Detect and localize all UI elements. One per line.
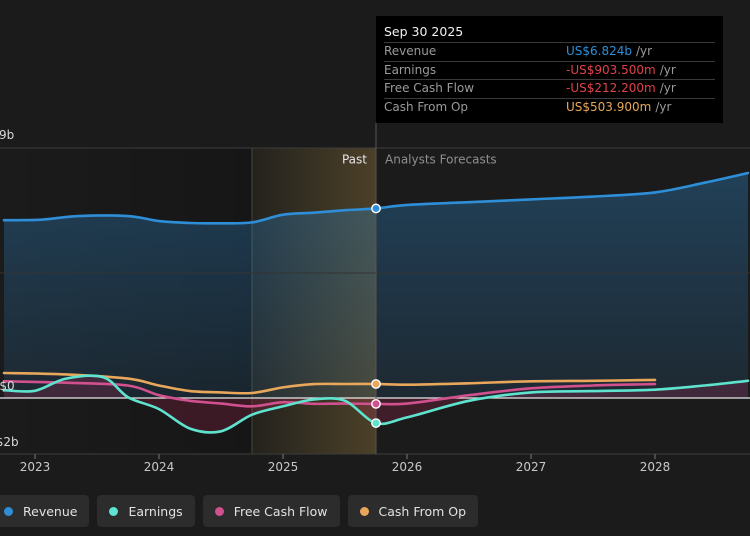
x-tick-label: 2026 [392,460,423,474]
tooltip-row-label: Earnings [384,62,437,77]
past-label: Past [342,153,367,167]
x-tick-label: 2027 [516,460,547,474]
legend: Revenue Earnings Free Cash Flow Cash Fro… [0,495,479,527]
legend-item-free-cash-flow[interactable]: Free Cash Flow [202,495,340,527]
forecast-label: Analysts Forecasts [385,153,497,167]
x-tick-label: 2028 [640,460,671,474]
x-tick-label: 2023 [20,460,51,474]
tooltip-date: Sep 30 2025 [384,24,464,39]
legend-dot-icon [4,506,13,516]
tooltip-row-earnings: Earnings -US$903.500m /yr [384,60,715,80]
tooltip-row-unit: /yr [636,44,653,58]
x-tick-label: 2024 [144,460,175,474]
tooltip-row-value: US$6.824b [566,44,633,58]
marker-free-cash-flow [371,398,381,409]
series-line-revenue [2,171,750,225]
tooltip-row-value: -US$212.200m [566,81,656,95]
tooltip-row-value: -US$903.500m [566,62,656,77]
tooltip-row-label: Cash From Op [384,99,469,114]
tooltip-row-value: US$503.900m [566,99,652,114]
marker-cash-from-op [371,379,381,389]
tooltip-row-label: Free Cash Flow [384,81,475,95]
tooltip-row-cash-from-op: Cash From Op US$503.900m /yr [384,97,715,117]
legend-item-revenue[interactable]: Revenue [0,495,90,527]
tooltip: Sep 30 2025 Revenue US$6.824b /yr Earnin… [376,16,723,123]
tooltip-row-unit: /yr [655,99,672,114]
tooltip-row-revenue: Revenue US$6.824b /yr [384,42,715,61]
marker-revenue [371,203,381,214]
legend-dot-icon [109,506,119,516]
series-line-earnings [2,374,750,434]
legend-item-earnings[interactable]: Earnings [97,495,195,527]
legend-item-cash-from-op[interactable]: Cash From Op [347,495,479,527]
legend-dot-icon [359,506,369,516]
legend-label: Revenue [23,503,78,519]
legend-dot-icon [214,506,224,516]
legend-label: Cash From Op [378,503,467,519]
tooltip-row-unit: /yr [659,81,676,95]
marker-earnings [371,418,381,428]
legend-label: Earnings [128,503,183,519]
series-line-cash-from-op [2,371,657,395]
y-tick-label: US$9b [0,128,14,142]
legend-label: Free Cash Flow [233,503,328,519]
y-tick-label: US$0 [0,379,15,393]
tooltip-row-label: Revenue [384,44,437,58]
y-tick-label: -US$2b [0,435,19,449]
tooltip-row-free-cash-flow: Free Cash Flow -US$212.200m /yr [384,79,715,98]
tooltip-row-unit: /yr [659,62,676,77]
x-tick-label: 2025 [268,460,299,474]
